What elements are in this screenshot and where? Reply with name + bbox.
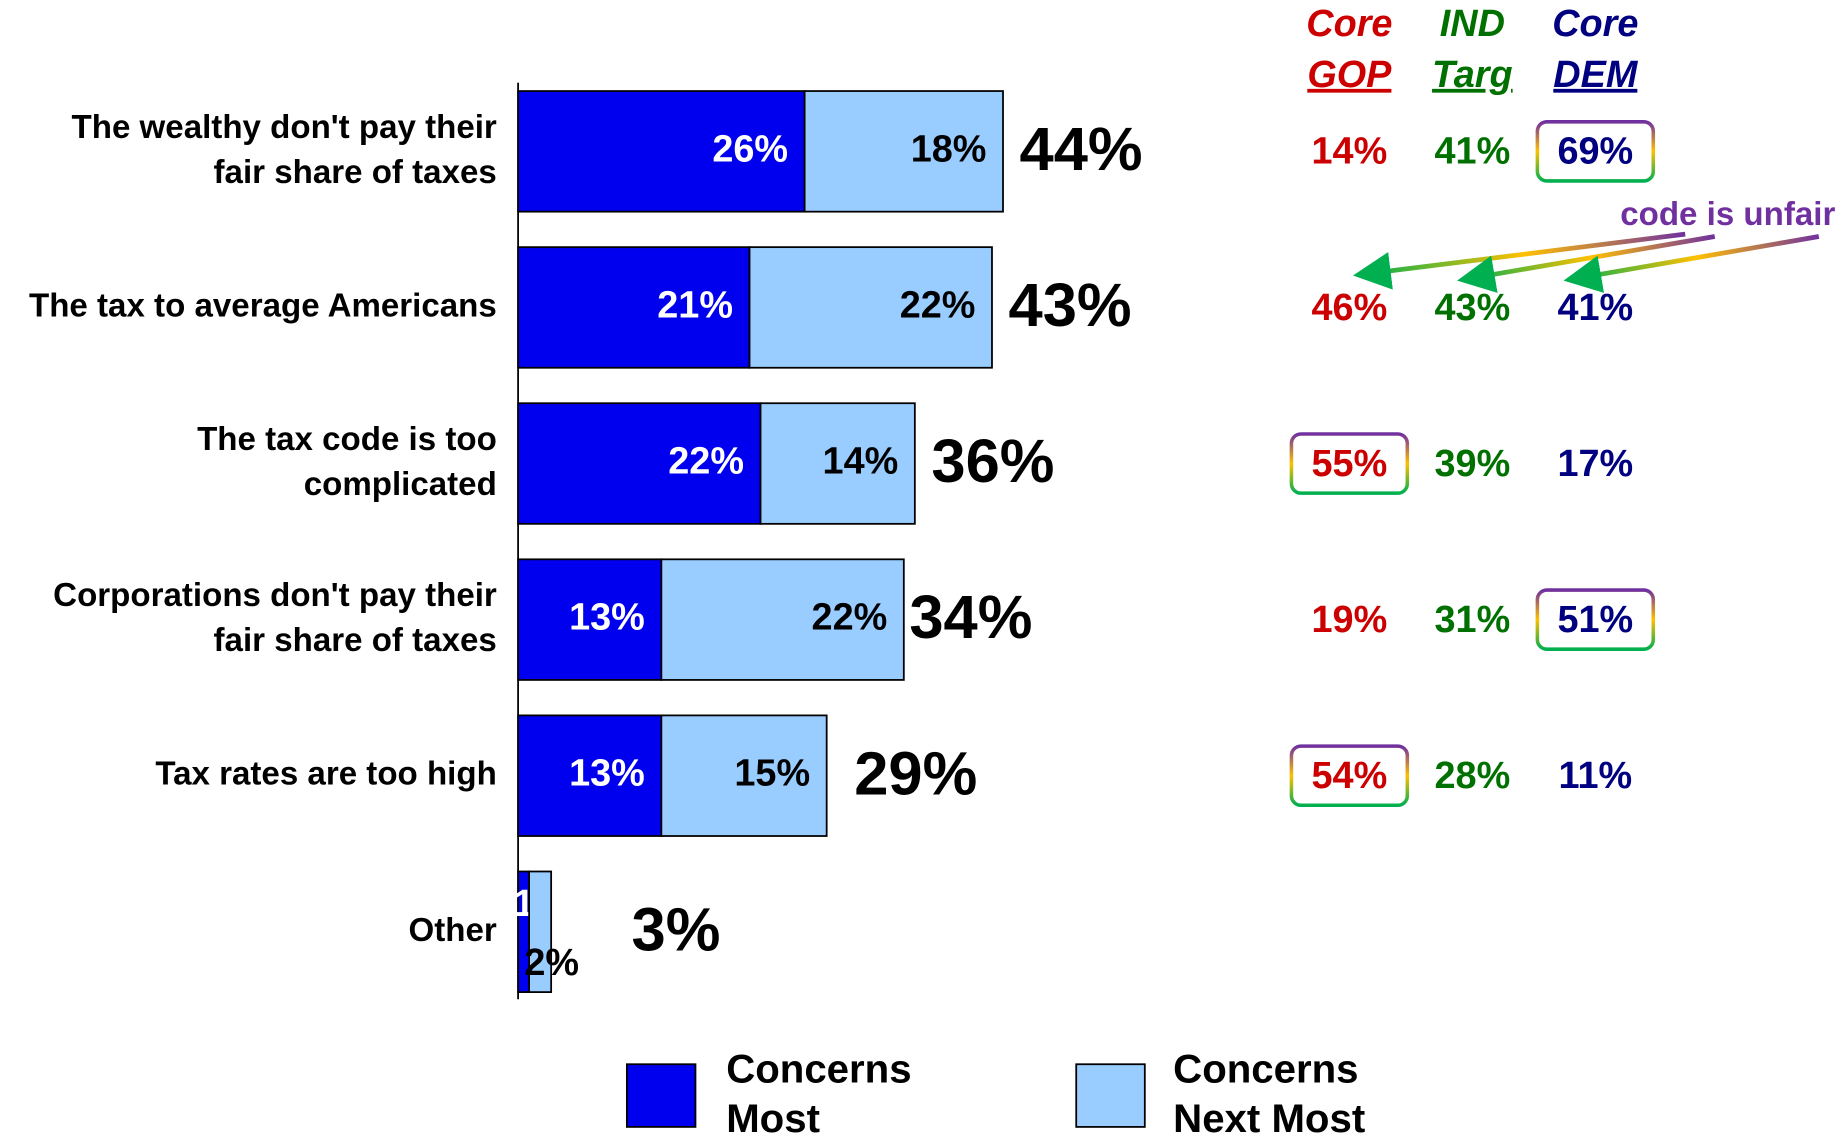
value-label: 15% <box>734 753 810 795</box>
table-cell: 55% <box>1312 443 1388 485</box>
column-header: Core GOP <box>1306 3 1392 96</box>
table-cell: 69% <box>1557 131 1633 173</box>
table-cell: 28% <box>1434 755 1510 797</box>
table-cell: 43% <box>1434 287 1510 329</box>
column-header: IND Targ <box>1432 3 1513 96</box>
bar-segment <box>759 402 916 525</box>
table-cell: 11% <box>1559 755 1633 797</box>
table-cell: 17% <box>1557 443 1633 485</box>
total-label: 44% <box>1020 115 1143 184</box>
highlight-box <box>1289 744 1410 808</box>
annotation-arrow <box>1563 234 1820 293</box>
bar-segment <box>660 714 828 837</box>
category-label: Tax rates are too high <box>155 755 496 792</box>
value-label: 2% <box>524 942 579 984</box>
total-label: 3% <box>632 895 721 964</box>
highlight-box <box>1535 120 1656 183</box>
table-cell: 31% <box>1434 599 1510 641</box>
bar-segment <box>748 246 993 369</box>
bar-segment <box>528 870 553 993</box>
annotation: code is unfair <box>1620 196 1835 233</box>
category-label: The tax to average Americans <box>29 287 497 324</box>
value-label: 18% <box>911 128 987 170</box>
table-cell: 39% <box>1434 443 1510 485</box>
value-label: 22% <box>812 597 888 639</box>
table-cell: 51% <box>1557 599 1633 641</box>
legend-swatch <box>625 1063 697 1128</box>
legend-label: Concerns Next Most <box>1173 1046 1365 1134</box>
annotation-arrow <box>1352 231 1686 290</box>
bar-segment <box>803 90 1004 213</box>
total-label: 34% <box>909 583 1032 652</box>
value-label: 22% <box>900 284 976 326</box>
legend-label: Concerns Most <box>726 1046 911 1134</box>
value-label: 13% <box>569 597 645 639</box>
column-header: Core DEM <box>1552 3 1639 96</box>
highlight-box <box>1289 432 1410 495</box>
value-label: 26% <box>712 128 788 170</box>
table-cell: 19% <box>1312 599 1388 641</box>
category-label: The wealthy don't pay their fair share of… <box>72 109 497 191</box>
value-label: 14% <box>823 441 899 483</box>
total-label: 36% <box>931 427 1054 496</box>
total-label: 29% <box>854 739 977 808</box>
highlight-box <box>1535 588 1656 651</box>
bar-segment <box>660 558 905 681</box>
category-label: The tax code is too complicated <box>197 421 497 503</box>
table-cell: 41% <box>1557 287 1633 329</box>
table-cell: 54% <box>1312 755 1388 797</box>
total-label: 43% <box>1009 271 1132 340</box>
bar-segment <box>517 714 663 837</box>
category-label: Other <box>409 912 497 949</box>
bar-segment <box>517 90 806 213</box>
table-cell: 14% <box>1312 131 1388 173</box>
table-cell: 46% <box>1312 287 1388 329</box>
value-label: 22% <box>668 441 744 483</box>
category-label: Corporations don't pay their fair share o… <box>53 577 497 659</box>
legend-swatch <box>1075 1063 1146 1128</box>
value-label: 21% <box>657 284 733 326</box>
bar-segment <box>517 246 751 369</box>
value-label: 13% <box>569 753 645 795</box>
table-cell: 41% <box>1434 131 1510 173</box>
